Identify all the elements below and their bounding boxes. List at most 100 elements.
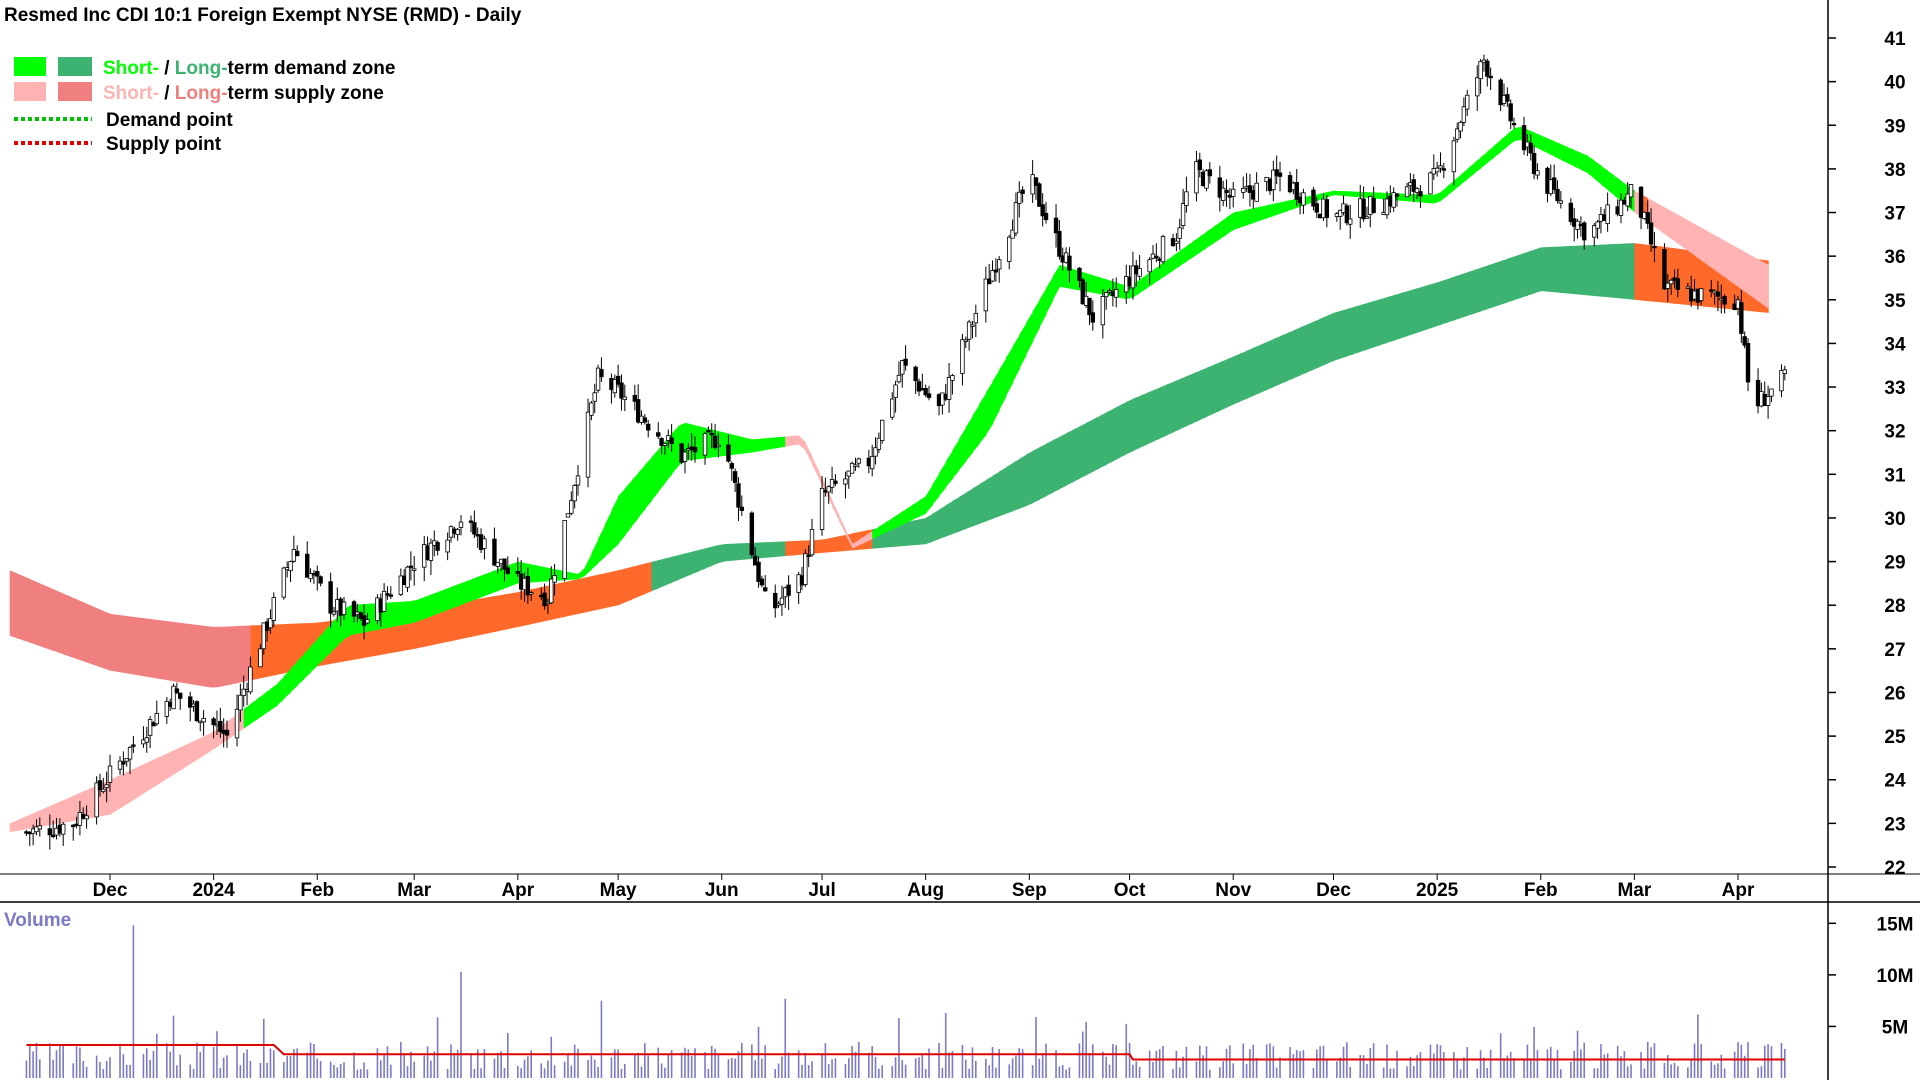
candle-body bbox=[1769, 388, 1774, 397]
long-zone-slice bbox=[771, 541, 780, 558]
candle-body bbox=[659, 438, 664, 446]
long-zone-slice bbox=[223, 626, 231, 686]
long-zone-slice bbox=[1280, 333, 1288, 385]
long-zone-slice bbox=[457, 601, 465, 640]
x-tick-label: Mar bbox=[1617, 880, 1651, 901]
candle-body bbox=[1177, 227, 1182, 239]
short-zone-slice bbox=[731, 434, 740, 455]
short-zone-slice bbox=[785, 435, 793, 447]
short-zone-slice bbox=[183, 742, 191, 769]
long-zone-slice bbox=[1467, 269, 1475, 316]
short-zone-slice bbox=[310, 638, 318, 673]
candle-body bbox=[575, 475, 581, 486]
legend-supply-short: Short- bbox=[103, 83, 159, 104]
short-zone-slice bbox=[283, 668, 292, 699]
long-zone-slice bbox=[183, 623, 191, 685]
long-zone-slice bbox=[1353, 304, 1361, 355]
long-zone-slice bbox=[230, 626, 238, 685]
short-zone-slice bbox=[404, 601, 412, 625]
short-zone-slice bbox=[1707, 231, 1716, 271]
short-zone-slice bbox=[1433, 192, 1442, 204]
y-tick-label: 28 bbox=[1884, 596, 1905, 617]
long-zone-slice bbox=[464, 600, 472, 639]
volume-tick-label: 15M bbox=[1877, 914, 1914, 935]
y-tick-label: 36 bbox=[1884, 247, 1905, 268]
long-zone-slice bbox=[1427, 283, 1435, 330]
short-zone-slice bbox=[1012, 334, 1020, 383]
candle-body bbox=[468, 520, 474, 523]
long-zone-slice bbox=[23, 576, 31, 643]
long-zone-slice bbox=[731, 543, 740, 561]
volume-tick-label: 5M bbox=[1882, 1017, 1908, 1038]
candle-body bbox=[1739, 302, 1744, 334]
short-zone-slice bbox=[1166, 255, 1174, 276]
long-zone-slice bbox=[979, 479, 987, 524]
short-zone-slice bbox=[992, 369, 1000, 424]
short-zone-slice bbox=[410, 599, 419, 624]
long-zone-slice bbox=[1580, 245, 1589, 296]
volume-label: Volume bbox=[4, 910, 71, 931]
candle-body bbox=[77, 811, 83, 826]
long-zone-slice bbox=[277, 624, 285, 675]
candle-body bbox=[926, 393, 932, 398]
long-zone-slice bbox=[63, 593, 71, 657]
candle-body bbox=[1394, 193, 1400, 197]
short-zone-slice bbox=[1467, 163, 1475, 180]
candle-body bbox=[1699, 288, 1704, 301]
short-zone-slice bbox=[317, 631, 325, 666]
short-zone-slice bbox=[959, 427, 967, 470]
candle-body bbox=[1555, 188, 1560, 201]
short-zone-slice bbox=[136, 764, 145, 798]
candle-body bbox=[318, 576, 323, 584]
candle-body bbox=[408, 565, 414, 568]
short-zone-slice bbox=[1052, 264, 1060, 301]
candle-body bbox=[569, 500, 574, 514]
candle-body bbox=[1414, 188, 1420, 193]
short-zone-slice bbox=[1226, 212, 1234, 235]
long-zone-slice bbox=[898, 522, 907, 547]
long-zone-slice bbox=[437, 604, 445, 644]
candle-body bbox=[1441, 168, 1447, 171]
short-zone-slice bbox=[1560, 144, 1569, 164]
candle-body bbox=[1033, 177, 1039, 186]
candle-body bbox=[234, 708, 240, 739]
candle-body bbox=[1013, 202, 1019, 234]
short-zone-slice bbox=[1179, 246, 1188, 267]
short-zone-slice bbox=[1687, 220, 1696, 256]
candle-body bbox=[1592, 225, 1597, 238]
candle-body bbox=[809, 529, 815, 556]
candle-body bbox=[458, 521, 464, 528]
short-zone-slice bbox=[598, 524, 606, 564]
short-zone-slice bbox=[1480, 151, 1488, 169]
candle-body bbox=[164, 700, 170, 717]
long-zone-slice bbox=[1226, 356, 1234, 408]
long-zone-slice bbox=[1092, 415, 1101, 472]
long-zone-slice bbox=[150, 619, 158, 679]
candle-body bbox=[806, 554, 811, 557]
candle-body bbox=[826, 486, 831, 493]
short-zone-slice bbox=[69, 794, 78, 822]
candle-body bbox=[869, 456, 875, 470]
candle-body bbox=[1103, 292, 1109, 298]
long-zone-slice bbox=[1554, 246, 1562, 293]
short-zone-slice bbox=[1152, 265, 1161, 285]
candle-body bbox=[1371, 198, 1376, 214]
long-zone-slice bbox=[49, 587, 58, 653]
short-zone-slice bbox=[918, 496, 927, 517]
candle-body bbox=[709, 432, 714, 436]
candle-body bbox=[716, 444, 721, 448]
long-zone-slice bbox=[484, 596, 492, 635]
candle-body bbox=[328, 581, 333, 614]
candle-body bbox=[271, 597, 277, 621]
candle-body bbox=[1184, 191, 1189, 206]
candlesticks bbox=[24, 54, 1788, 850]
candle-body bbox=[923, 388, 928, 396]
long-zone-slice bbox=[912, 519, 920, 546]
short-zone-slice bbox=[1714, 235, 1722, 275]
short-zone-slice bbox=[1266, 203, 1274, 219]
short-zone-slice bbox=[1667, 209, 1676, 242]
long-zone-slice bbox=[56, 590, 64, 655]
candle-body bbox=[1454, 128, 1460, 140]
candle-body bbox=[1595, 221, 1600, 229]
candle-body bbox=[1154, 255, 1159, 259]
